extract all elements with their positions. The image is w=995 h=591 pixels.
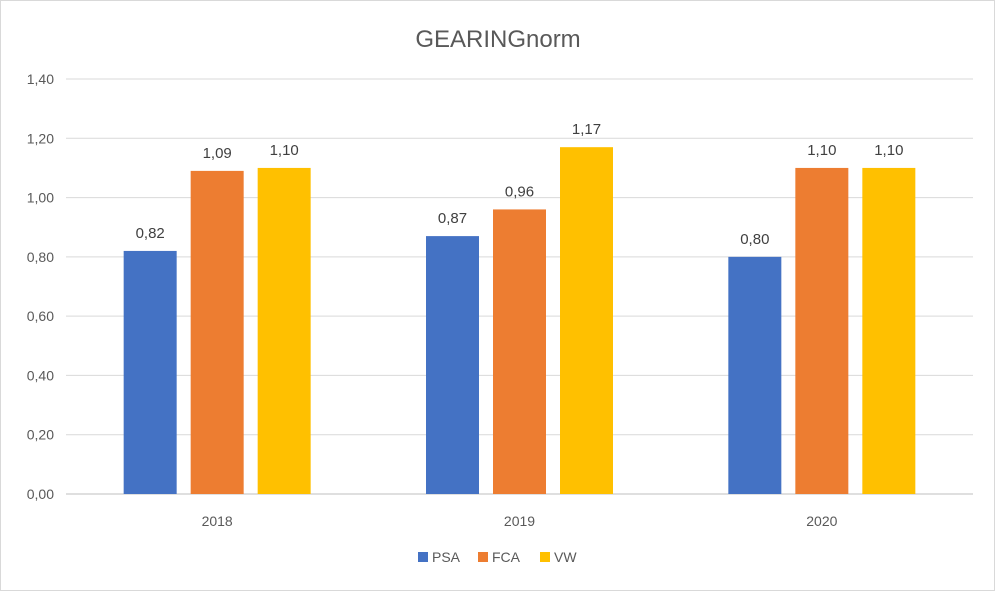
legend-label-fca: FCA xyxy=(492,549,521,565)
data-label: 0,82 xyxy=(136,225,165,242)
bar-fca-2019 xyxy=(493,209,546,494)
bar-vw-2020 xyxy=(862,167,916,494)
data-label: 1,17 xyxy=(572,121,601,138)
bar-fca-2018 xyxy=(190,170,244,494)
y-tick-label: 1,40 xyxy=(27,71,54,87)
legend-swatch-vw xyxy=(540,552,550,562)
bar-vw-2018 xyxy=(257,167,311,494)
bar-psa-2019 xyxy=(426,236,479,494)
data-labels: 0,82 1,09 1,10 0,87 0,96 1,17 0,80 1,10 1,10 xyxy=(136,121,904,248)
x-axis-categories: 2018 2019 2020 xyxy=(202,513,838,529)
y-tick-label: 0,40 xyxy=(27,367,54,383)
bar-fca-2020 xyxy=(795,167,849,494)
legend-swatch-fca xyxy=(478,552,488,562)
bar-psa-2020 xyxy=(728,256,782,494)
bars xyxy=(123,147,916,494)
x-category-label: 2019 xyxy=(504,513,535,529)
legend: PSA FCA VW xyxy=(418,549,577,565)
y-tick-label: 1,00 xyxy=(27,190,54,206)
chart-title: GEARINGnorm xyxy=(415,26,580,53)
data-label: 1,10 xyxy=(270,142,299,159)
data-label: 0,87 xyxy=(438,210,467,227)
bar-vw-2019 xyxy=(560,147,613,494)
data-label: 1,09 xyxy=(203,145,232,162)
data-label: 1,10 xyxy=(874,142,903,159)
bar-psa-2018 xyxy=(123,250,177,494)
legend-label-psa: PSA xyxy=(432,549,461,565)
y-axis-ticks: 0,00 0,20 0,40 0,60 0,80 1,00 1,20 1,40 xyxy=(27,71,54,502)
data-label: 0,96 xyxy=(505,183,534,200)
data-label: 0,80 xyxy=(740,231,769,248)
y-tick-label: 0,60 xyxy=(27,308,54,324)
x-category-label: 2018 xyxy=(202,513,233,529)
legend-swatch-psa xyxy=(418,552,428,562)
data-label: 1,10 xyxy=(807,142,836,159)
y-tick-label: 1,20 xyxy=(27,130,54,146)
y-tick-label: 0,80 xyxy=(27,249,54,265)
x-category-label: 2020 xyxy=(806,513,837,529)
y-tick-label: 0,20 xyxy=(27,427,54,443)
legend-label-vw: VW xyxy=(554,549,577,565)
y-tick-label: 0,00 xyxy=(27,486,54,502)
